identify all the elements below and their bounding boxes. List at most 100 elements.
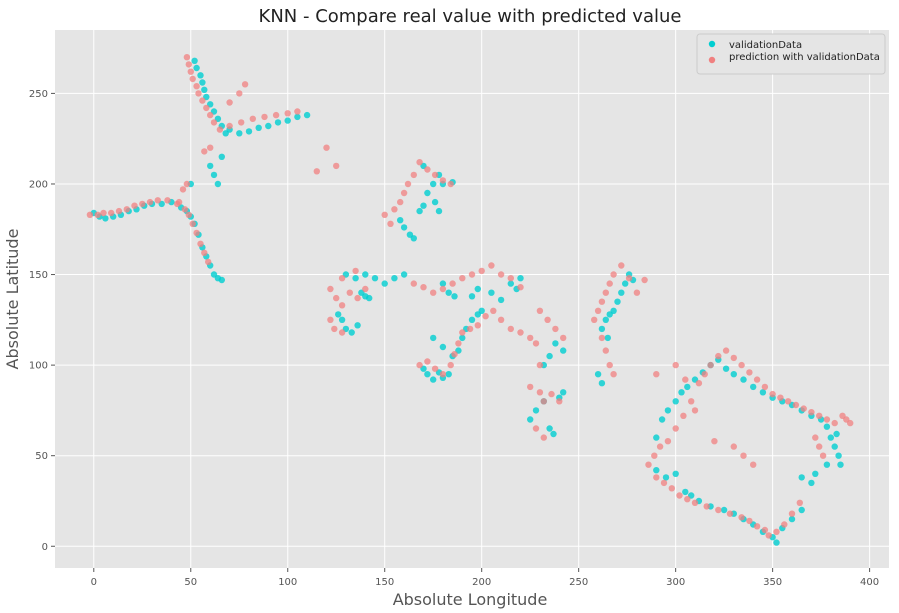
validation-point: [294, 113, 301, 121]
validation-point: [684, 383, 691, 391]
validation-point: [197, 72, 204, 79]
prediction-point: [540, 434, 547, 441]
validation-point: [431, 198, 439, 206]
validation-point: [474, 285, 481, 293]
prediction-point: [680, 412, 687, 419]
prediction-point: [387, 220, 394, 227]
validation-point: [352, 275, 359, 282]
prediction-point: [761, 526, 769, 534]
prediction-point: [439, 177, 447, 184]
prediction-point: [777, 394, 784, 401]
prediction-point: [284, 110, 291, 117]
prediction-point: [668, 485, 675, 492]
prediction-point: [203, 104, 210, 112]
prediction-point: [594, 307, 602, 314]
prediction-point: [701, 371, 708, 378]
legend-marker-validation: [708, 40, 716, 48]
prediction-point: [410, 280, 417, 287]
prediction-point: [688, 398, 695, 405]
prediction-point: [139, 200, 146, 208]
prediction-point: [249, 115, 256, 123]
prediction-point: [517, 284, 524, 291]
prediction-point: [187, 68, 194, 75]
prediction-point: [695, 380, 703, 387]
validation-point: [354, 322, 361, 329]
prediction-point: [482, 313, 489, 320]
prediction-point: [847, 419, 854, 427]
y-tick-label: 150: [29, 270, 48, 281]
y-axis-label: Absolute Latitude: [3, 229, 22, 370]
validation-point: [416, 207, 423, 215]
prediction-point: [560, 334, 567, 342]
prediction-point: [527, 334, 534, 342]
prediction-point: [189, 220, 196, 227]
prediction-point: [490, 307, 497, 314]
series-1: [86, 54, 854, 539]
prediction-point: [466, 325, 474, 333]
prediction-point: [354, 294, 361, 302]
validation-point: [678, 389, 685, 396]
prediction-point: [216, 126, 224, 133]
prediction-point: [430, 289, 437, 296]
prediction-point: [750, 461, 757, 468]
validation-point: [808, 479, 815, 487]
prediction-point: [722, 347, 730, 354]
prediction-point: [226, 99, 233, 106]
prediction-point: [660, 479, 668, 487]
validation-point: [410, 235, 417, 242]
y-tick-label: 200: [29, 179, 48, 190]
prediction-point: [532, 425, 540, 432]
validation-point: [255, 124, 262, 131]
prediction-point: [195, 90, 202, 97]
prediction-point: [115, 207, 123, 215]
validation-point: [451, 293, 458, 300]
prediction-point: [338, 329, 346, 336]
prediction-point: [788, 510, 796, 517]
prediction-point: [726, 510, 734, 517]
validation-point: [371, 275, 379, 282]
prediction-point: [691, 499, 699, 506]
validation-point: [400, 224, 408, 231]
prediction-point: [610, 271, 617, 278]
prediction-point: [730, 354, 737, 362]
validation-point: [424, 371, 431, 378]
y-tick-label: 0: [42, 542, 48, 553]
prediction-point: [175, 198, 183, 206]
validation-point: [653, 434, 660, 441]
prediction-point: [459, 329, 466, 336]
validation-point: [218, 153, 225, 160]
prediction-point: [738, 361, 745, 369]
prediction-point: [410, 171, 417, 179]
prediction-point: [610, 371, 617, 378]
prediction-point: [185, 61, 192, 68]
validation-point: [672, 398, 679, 405]
prediction-point: [552, 325, 559, 333]
prediction-point: [468, 271, 476, 278]
prediction-point: [781, 521, 788, 528]
legend-label-prediction: prediction with validationData: [729, 52, 880, 63]
prediction-point: [210, 119, 218, 126]
prediction-point: [812, 434, 819, 441]
prediction-point: [765, 532, 772, 539]
prediction-point: [598, 298, 606, 305]
prediction-point: [381, 211, 388, 218]
x-tick-label: 250: [569, 577, 588, 588]
validation-point: [400, 271, 408, 278]
validation-point: [720, 506, 728, 514]
validation-point: [682, 488, 689, 496]
prediction-point: [664, 438, 672, 445]
validation-point: [722, 365, 730, 372]
legend: validationData prediction with validatio…: [696, 33, 886, 75]
validation-point: [210, 171, 218, 179]
validation-point: [366, 294, 373, 302]
prediction-point: [715, 352, 722, 360]
prediction-point: [205, 258, 212, 266]
prediction-point: [536, 307, 544, 314]
validation-point: [546, 352, 553, 360]
prediction-point: [100, 209, 107, 217]
prediction-point: [313, 168, 320, 175]
prediction-point: [164, 197, 171, 204]
validation-point: [730, 371, 737, 378]
validation-point: [381, 280, 388, 287]
prediction-point: [746, 369, 753, 376]
